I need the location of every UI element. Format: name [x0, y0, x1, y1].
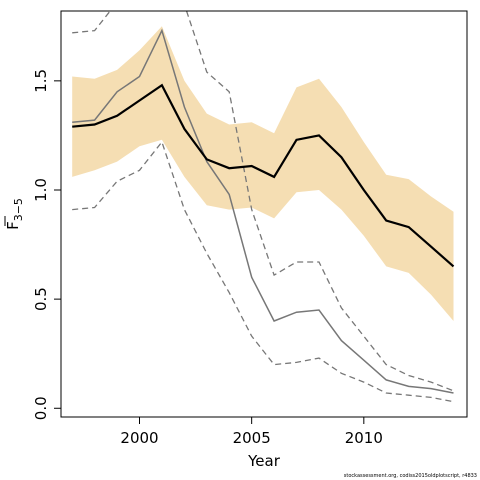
x-tick-label: 2000 [120, 429, 158, 447]
y-tick-label: 0.5 [32, 287, 50, 311]
plot-layer [72, 11, 455, 403]
svg-text:F3−5: F3−5 [4, 198, 25, 230]
x-axis-title: Year [247, 452, 281, 470]
x-tick-label: 2005 [233, 429, 271, 447]
axes-layer: 2000 2005 2010 0.0 0.5 1.0 1.5 [32, 69, 383, 447]
estimate-line [72, 83, 455, 268]
y-axis-title-main: F [4, 221, 22, 230]
y-tick-label: 1.0 [32, 178, 50, 202]
alt-lower-line [72, 140, 454, 403]
x-tick-label: 2010 [345, 429, 383, 447]
alt-estimate-line [72, 28, 454, 394]
plot-frame [60, 10, 468, 418]
credit-note: stockassessment.org, codiss2015oldplotsc… [344, 473, 477, 479]
y-axis-title-sub: 3−5 [12, 198, 25, 221]
y-tick-label: 0.0 [32, 396, 50, 420]
y-tick-label: 1.5 [32, 69, 50, 93]
y-axis-title: F3−5 [4, 198, 25, 230]
confidence-band [72, 26, 454, 322]
